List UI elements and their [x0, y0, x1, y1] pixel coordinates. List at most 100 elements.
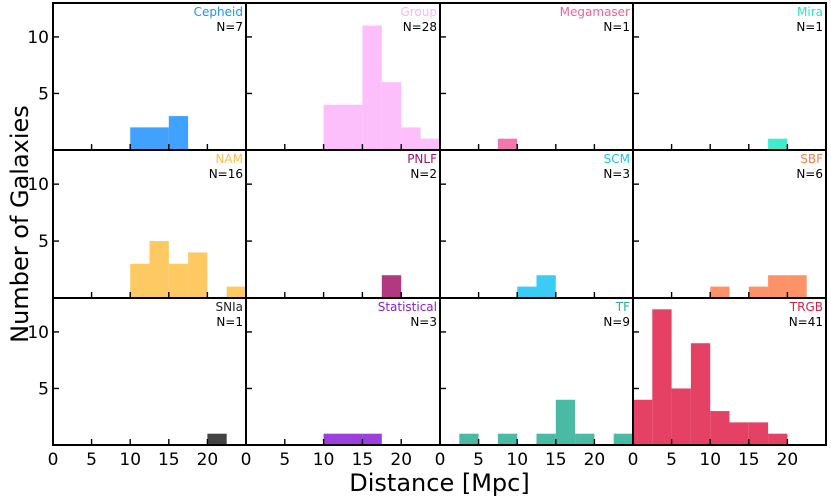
trgb-bar — [768, 433, 788, 445]
panel-method-label: TRGB — [789, 300, 823, 314]
cepheid-bar — [149, 127, 169, 150]
tf-bar — [536, 433, 556, 445]
group-bar — [381, 82, 402, 150]
statistical-bar — [362, 433, 382, 445]
panel-count-label: N=1 — [216, 315, 243, 329]
panel-method-label: Group — [400, 5, 437, 19]
scm-bar — [517, 286, 537, 298]
x-tick-label: 10 — [313, 450, 335, 470]
x-tick-label: 10 — [699, 450, 721, 470]
pnlf-bar — [381, 275, 402, 298]
x-tick-label: 15 — [352, 450, 374, 470]
trgb-bar — [729, 422, 749, 445]
panel-count-label: N=6 — [796, 167, 823, 181]
x-tick-label: 20 — [584, 450, 606, 470]
cepheid-bar — [168, 116, 189, 150]
y-tick-label: 10 — [27, 175, 49, 195]
x-tick-label: 5 — [473, 450, 484, 470]
panel-count-label: N=3 — [410, 315, 437, 329]
panel-count-label: N=1 — [796, 20, 823, 34]
group-bar — [343, 104, 363, 150]
statistical-bar — [323, 433, 343, 445]
panel-method-label: Mira — [797, 5, 823, 19]
trgb-bar — [671, 388, 691, 445]
panel-count-label: N=16 — [209, 167, 243, 181]
panels-layer: CepheidN=7510GroupN=28MegamaserN=1MiraN=… — [27, 2, 827, 470]
panel-frame — [632, 297, 827, 446]
nam-bar — [130, 263, 150, 298]
sbf-bar — [787, 275, 807, 298]
trgb-bar — [710, 411, 730, 445]
trgb-bar — [748, 422, 769, 445]
x-axis-title: Distance [Mpc] — [349, 469, 529, 497]
x-tick-label: 10 — [506, 450, 528, 470]
trgb-bar — [633, 399, 653, 445]
nam-bar — [188, 252, 208, 298]
x-tick-label: 20 — [197, 450, 219, 470]
panel-count-label: N=41 — [789, 315, 823, 329]
snia-bar — [207, 433, 227, 445]
x-tick-label: 5 — [86, 450, 97, 470]
sbf-bar — [768, 275, 788, 298]
x-tick-label: 5 — [666, 450, 677, 470]
y-tick-label: 10 — [27, 323, 49, 343]
x-tick-label: 15 — [738, 450, 760, 470]
statistical-bar — [343, 433, 363, 445]
panel-method-label: Cepheid — [194, 5, 243, 19]
x-tick-label: 20 — [390, 450, 412, 470]
panel-method-label: SBF — [800, 152, 823, 166]
panel-method-label: SNIa — [216, 300, 244, 314]
group-bar — [401, 127, 421, 150]
scm-bar — [536, 275, 556, 298]
x-tick-label: 20 — [777, 450, 799, 470]
panel-method-label: Statistical — [378, 300, 437, 314]
trgb-bar — [690, 343, 711, 445]
tf-bar — [613, 433, 633, 445]
x-tick-label: 0 — [628, 450, 639, 470]
panel-method-label: PNLF — [407, 152, 437, 166]
panel-count-label: N=2 — [410, 167, 437, 181]
panel-method-label: Megamaser — [560, 5, 630, 19]
y-axis-title: Number of Galaxies — [6, 105, 34, 343]
x-tick-label: 0 — [241, 450, 252, 470]
panel-tf: TFN=9 0 5 10 15 20 — [435, 297, 634, 470]
panel-count-label: N=9 — [603, 315, 630, 329]
nam-bar — [168, 263, 189, 298]
tf-bar — [555, 399, 576, 445]
y-tick-label: 5 — [38, 232, 49, 252]
group-bar — [420, 138, 440, 150]
sbf-bar — [710, 286, 730, 298]
x-tick-label: 15 — [158, 450, 180, 470]
cepheid-bar — [130, 127, 150, 150]
x-tick-label: 5 — [279, 450, 290, 470]
group-bar — [323, 104, 343, 150]
panel-count-label: N=7 — [216, 20, 243, 34]
x-tick-label: 10 — [119, 450, 141, 470]
panel-method-label: NAM — [215, 152, 243, 166]
panel-count-label: N=1 — [603, 20, 630, 34]
megamaser-bar — [497, 138, 518, 150]
trgb-bar — [652, 309, 672, 445]
y-tick-label: 5 — [38, 84, 49, 104]
x-tick-label: 0 — [48, 450, 59, 470]
nam-bar — [149, 241, 169, 298]
sbf-bar — [748, 286, 769, 298]
y-tick-label: 5 — [38, 379, 49, 399]
tf-bar — [459, 433, 479, 445]
nam-bar — [226, 286, 246, 298]
y-tick-label: 10 — [27, 28, 49, 48]
group-bar — [362, 25, 382, 150]
panel-method-label: SCM — [604, 152, 630, 166]
panel-count-label: N=28 — [403, 20, 437, 34]
panel-count-label: N=3 — [603, 167, 630, 181]
